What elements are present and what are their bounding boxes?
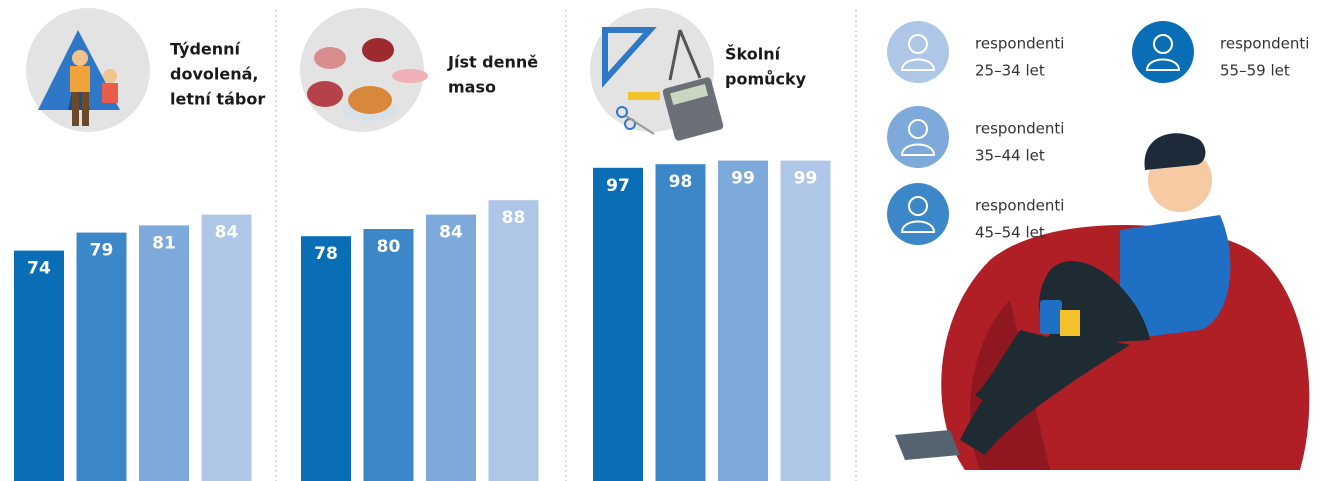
icon-school-supplies bbox=[590, 8, 724, 142]
value-label: 88 bbox=[502, 208, 526, 228]
chart-title: pomůcky bbox=[725, 70, 807, 89]
bar bbox=[656, 164, 706, 481]
bar bbox=[139, 225, 189, 481]
chart-title: Týdenní bbox=[170, 40, 242, 59]
bar bbox=[301, 236, 351, 481]
chart-title: Školní bbox=[725, 45, 782, 64]
bar bbox=[202, 215, 252, 481]
bar bbox=[77, 233, 127, 481]
legend-item: respondenti 25–34 let bbox=[887, 21, 1064, 83]
bar bbox=[364, 229, 414, 481]
bar bbox=[14, 251, 64, 481]
bar bbox=[781, 161, 831, 481]
infographic: Týdenní dovolená, letní tábor 74 79 81 84 Jíst … bbox=[0, 0, 1323, 481]
legend-item: respondenti 35–44 let bbox=[887, 106, 1064, 168]
legend-label: 35–44 let bbox=[975, 147, 1045, 165]
value-label: 78 bbox=[314, 244, 338, 264]
value-label: 74 bbox=[27, 259, 51, 279]
legend-label: respondenti bbox=[975, 197, 1064, 215]
value-label: 97 bbox=[606, 176, 630, 196]
value-label: 98 bbox=[669, 172, 693, 192]
value-label: 84 bbox=[439, 223, 463, 243]
chart-title: maso bbox=[448, 78, 496, 97]
legend-item: respondenti 55–59 let bbox=[1132, 21, 1309, 83]
bar bbox=[489, 200, 539, 481]
legend-label: 25–34 let bbox=[975, 62, 1045, 80]
legend-label: respondenti bbox=[1220, 35, 1309, 53]
chart-title: Jíst denně bbox=[447, 53, 538, 72]
legend-label: respondenti bbox=[975, 120, 1064, 138]
legend-label: respondenti bbox=[975, 35, 1064, 53]
value-label: 99 bbox=[794, 169, 818, 189]
icon-meat bbox=[300, 8, 428, 132]
chart-title: letní tábor bbox=[170, 90, 265, 109]
value-label: 99 bbox=[731, 169, 755, 189]
illustration-person bbox=[895, 133, 1309, 470]
bar bbox=[426, 215, 476, 481]
bar bbox=[718, 161, 768, 481]
chart-title: dovolená, bbox=[170, 65, 258, 84]
value-label: 84 bbox=[215, 223, 239, 243]
legend-item: respondenti 45–54 let bbox=[887, 183, 1064, 245]
value-label: 81 bbox=[152, 233, 176, 253]
bar bbox=[593, 168, 643, 481]
value-label: 79 bbox=[90, 241, 114, 261]
icon-camping bbox=[26, 8, 150, 132]
legend-label: 45–54 let bbox=[975, 224, 1045, 242]
value-label: 80 bbox=[377, 237, 401, 257]
legend-label: 55–59 let bbox=[1220, 62, 1290, 80]
